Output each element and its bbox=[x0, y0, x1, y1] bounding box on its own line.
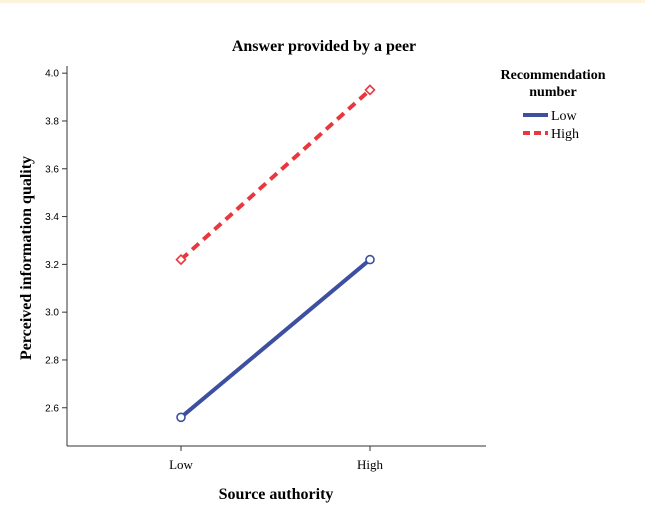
series-line-low bbox=[179, 258, 372, 419]
data-point-high bbox=[364, 84, 376, 96]
x-tick-label: High bbox=[357, 457, 384, 472]
x-tick-label: Low bbox=[169, 457, 193, 472]
y-tick-label: 3.2 bbox=[45, 260, 59, 271]
y-tick-label: 2.6 bbox=[45, 403, 59, 414]
chart-title: Answer provided by a peer bbox=[232, 38, 416, 55]
data-point-low bbox=[365, 254, 375, 265]
y-tick-label: 4.0 bbox=[45, 69, 59, 80]
data-point-high bbox=[175, 253, 187, 266]
legend-title-line-1: Recommendation bbox=[501, 68, 606, 83]
data-point-low bbox=[176, 412, 186, 423]
y-axis-title: Perceived information quality bbox=[18, 156, 35, 360]
y-tick-label: 3.6 bbox=[45, 164, 59, 175]
legend-label-high: High bbox=[551, 127, 579, 142]
y-tick-label: 3.4 bbox=[45, 212, 59, 223]
top-strip bbox=[0, 0, 645, 3]
legend-label-low: Low bbox=[551, 109, 578, 124]
y-tick-label: 2.8 bbox=[45, 355, 59, 366]
series-line-high bbox=[179, 88, 372, 262]
y-tick-label: 3.8 bbox=[45, 116, 59, 127]
x-axis-title: Source authority bbox=[219, 486, 334, 503]
y-tick-label: 3.0 bbox=[45, 308, 59, 319]
legend-title-line-2: number bbox=[529, 85, 576, 100]
